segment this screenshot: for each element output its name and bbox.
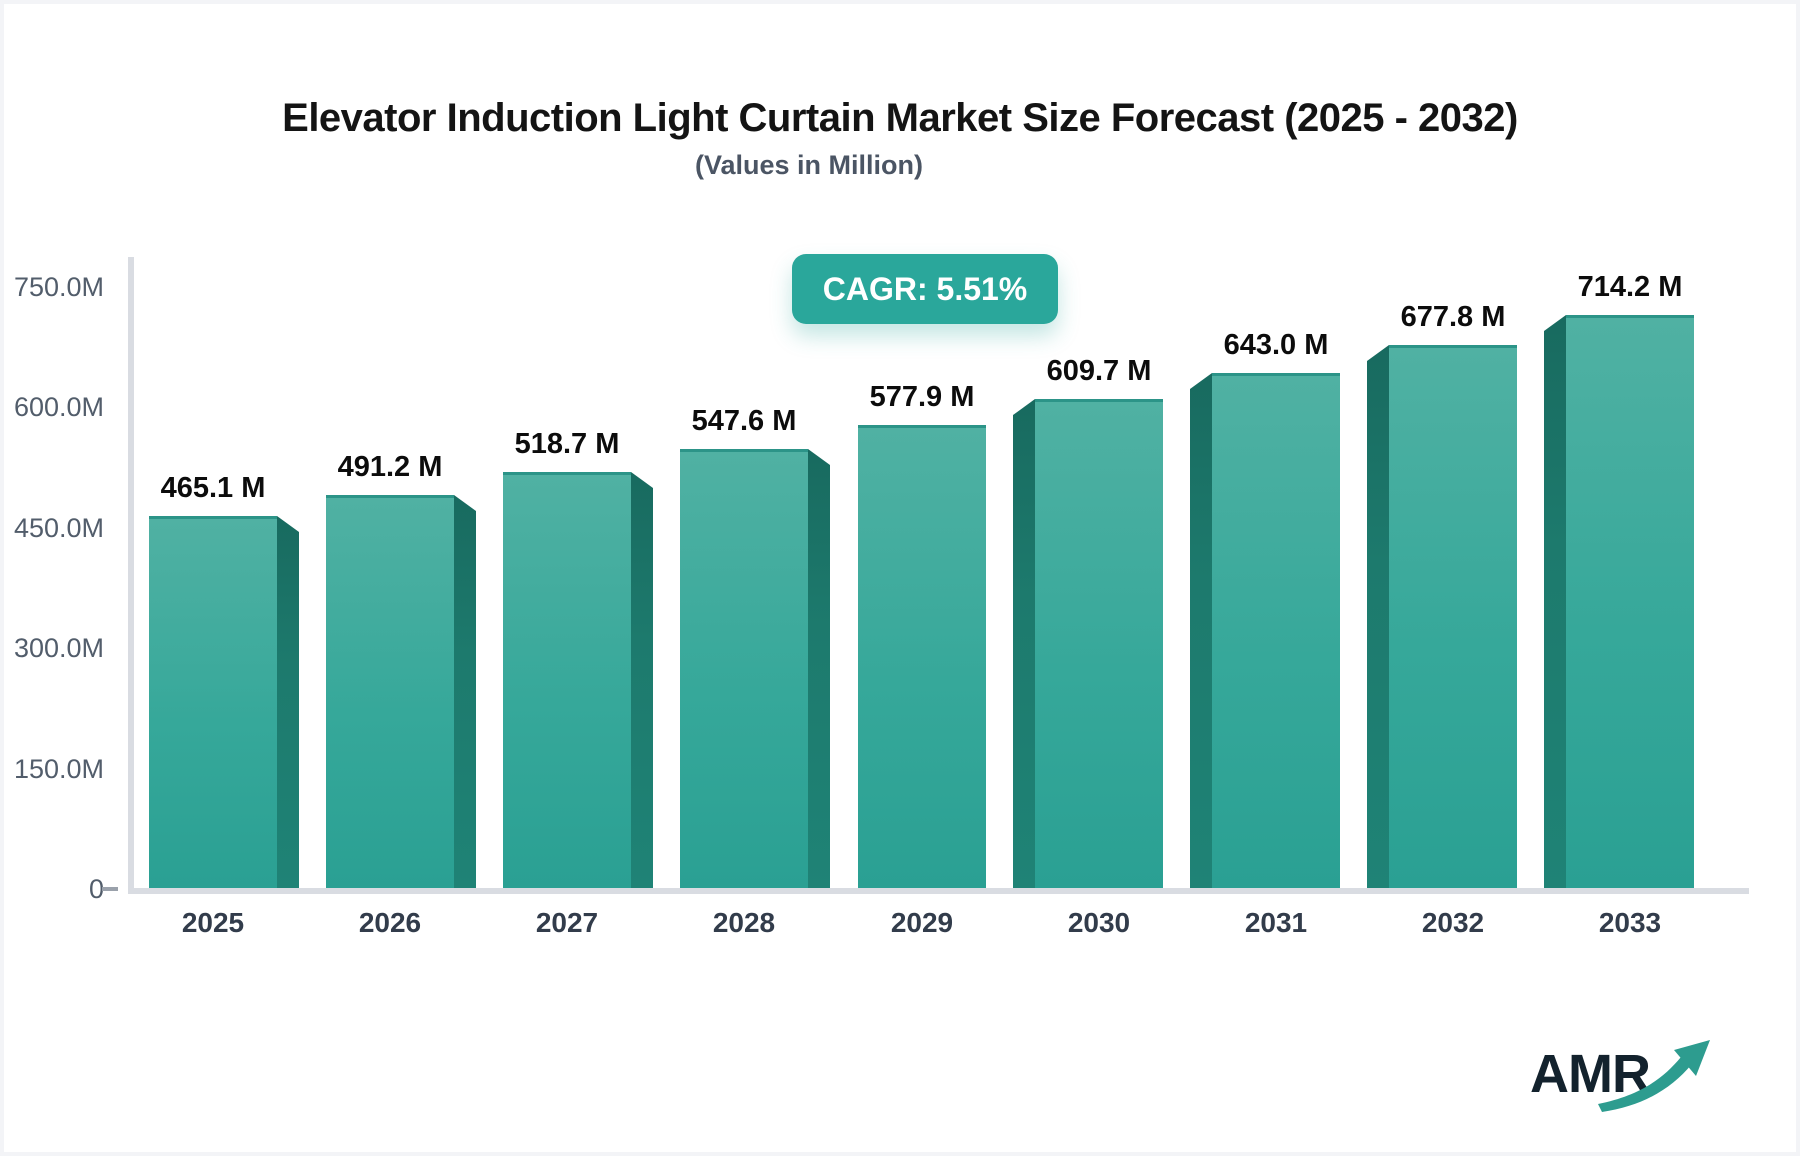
bar-2027-side-face [631,472,653,889]
y-axis-tick-label: 750.0M [13,272,104,302]
cagr-badge: CAGR: 5.51% [792,254,1058,324]
growth-arrow-icon [1598,1040,1710,1112]
bar-chart-plot: 750.0M 600.0M 450.0M 300.0M 150.0M 0 465.1 M 20… [4,4,1796,1152]
amr-logo: AMR [1530,1040,1710,1112]
x-axis-label-2026: 2026 [358,907,422,938]
bar-value-label-2027: 518.7 M [514,428,620,460]
bar-value-label-2026: 491.2 M [337,451,443,483]
x-axis-label-2025: 2025 [181,907,245,938]
bar-2025-side-face [277,516,299,889]
x-axis-label-2033: 2033 [1598,907,1662,938]
x-axis-label-2031: 2031 [1244,907,1308,938]
bar-2030 [1035,399,1163,889]
chart-title: Elevator Induction Light Curtain Market … [282,96,1518,140]
zero-tick-mark [102,887,118,891]
y-axis-tick-label: 450.0M [13,513,104,543]
bar-value-label-2028: 547.6 M [691,405,797,437]
x-axis-label-2029: 2029 [890,907,954,938]
x-axis-baseline [128,888,1749,894]
bar-2032 [1389,345,1517,889]
bar-value-label-2025: 465.1 M [160,472,266,504]
bar-2028 [680,449,808,889]
bar-2027 [503,472,631,889]
bar-2028-side-face [808,449,830,889]
bar-2026-side-face [454,495,476,889]
bar-2029 [858,425,986,889]
x-axis-label-2028: 2028 [712,907,776,938]
y-axis-line [128,257,134,894]
x-axis-label-2032: 2032 [1421,907,1485,938]
bar-2033 [1566,315,1694,889]
amr-logo-text: AMR [1530,1044,1650,1104]
bar-value-label-2031: 643.0 M [1223,329,1329,361]
bar-2033-side-face [1544,315,1566,889]
chart-subtitle: (Values in Million) [694,150,924,180]
bar-value-label-2029: 577.9 M [869,381,975,413]
y-axis-tick-label: 600.0M [13,392,104,422]
bar-value-label-2032: 677.8 M [1400,301,1506,333]
y-axis-tick-label: 0 [88,874,104,904]
y-axis-tick-label: 150.0M [13,754,104,784]
x-axis-label-2027: 2027 [535,907,599,938]
bar-2026 [326,495,454,889]
chart-card: Elevator Induction Light Curtain Market … [4,4,1796,1152]
bar-2025 [149,516,277,889]
x-axis-label-2030: 2030 [1067,907,1131,938]
bar-value-label-2030: 609.7 M [1046,355,1152,387]
bar-value-label-2033: 714.2 M [1577,271,1683,303]
bar-2032-side-face [1367,345,1389,889]
bar-2030-side-face [1013,399,1035,889]
bar-2031-side-face [1190,373,1212,889]
y-axis-tick-label: 300.0M [13,633,104,663]
bar-2031 [1212,373,1340,889]
